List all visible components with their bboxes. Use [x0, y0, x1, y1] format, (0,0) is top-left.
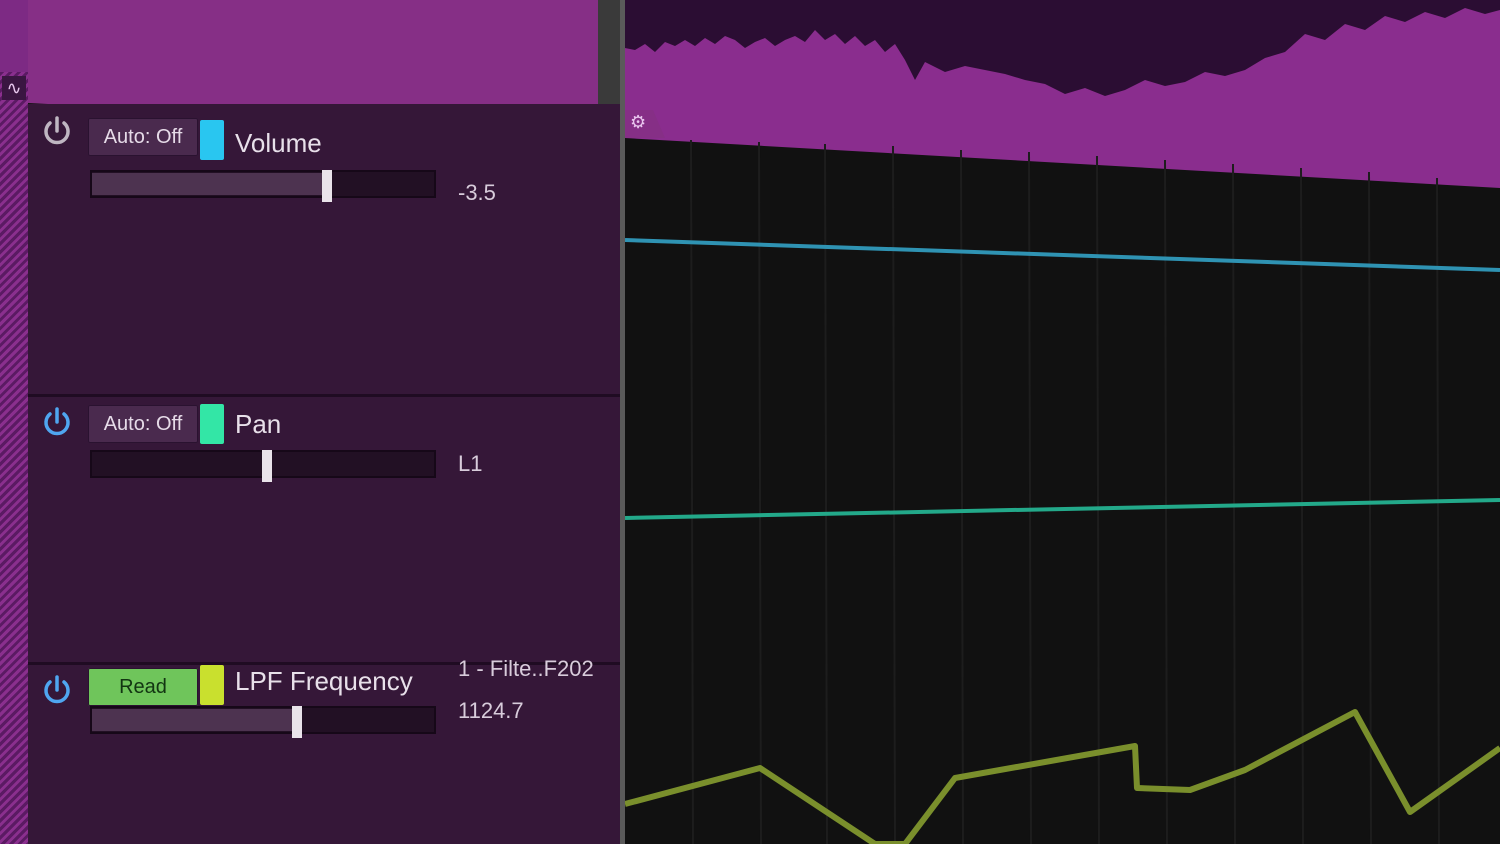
pan-slider[interactable] — [90, 450, 436, 482]
lpf-automation-curve[interactable] — [625, 709, 1500, 844]
pan-automation-line[interactable] — [625, 498, 1500, 520]
lane-divider — [28, 662, 620, 665]
track-color-strip — [0, 0, 28, 844]
lane-name: LPF Frequency — [235, 666, 413, 696]
gear-icon[interactable]: ⚙ — [630, 112, 647, 132]
slider-handle[interactable] — [292, 706, 302, 738]
lpf-frequency-slider[interactable] — [90, 706, 436, 738]
volume-automation-line[interactable] — [625, 238, 1500, 272]
grid-lines — [690, 139, 1440, 844]
lane-value: L1 — [458, 451, 483, 476]
lane-value: -3.5 — [458, 180, 496, 205]
power-icon[interactable] — [40, 114, 74, 148]
slider-handle[interactable] — [262, 450, 272, 482]
plugin-name: 1 - Filte..F202 — [458, 656, 594, 681]
lane-name: Volume — [235, 128, 322, 158]
panel-splitter[interactable] — [620, 0, 625, 844]
power-icon[interactable] — [40, 405, 74, 439]
power-icon[interactable] — [40, 673, 74, 707]
lane-value: 1124.7 — [458, 698, 524, 723]
waveform-toggle-icon[interactable]: ∿ — [2, 76, 26, 100]
lane-color-chip — [200, 120, 224, 160]
lane-color-chip — [200, 665, 224, 705]
slider-handle[interactable] — [322, 170, 332, 202]
auto-mode-button[interactable]: Read — [88, 668, 198, 706]
automation-canvas[interactable] — [625, 0, 1500, 844]
slider-fill — [92, 709, 298, 731]
volume-slider[interactable] — [90, 170, 436, 202]
auto-mode-button[interactable]: Auto: Off — [88, 405, 198, 443]
auto-mode-button[interactable]: Auto: Off — [88, 118, 198, 156]
arrange-view[interactable] — [625, 0, 1500, 844]
lane-color-chip — [200, 404, 224, 444]
audio-waveform — [625, 0, 1500, 96]
track-color-strip-top — [0, 0, 28, 72]
lane-divider — [28, 394, 620, 397]
lane-name: Pan — [235, 409, 282, 439]
slider-fill — [92, 173, 328, 195]
